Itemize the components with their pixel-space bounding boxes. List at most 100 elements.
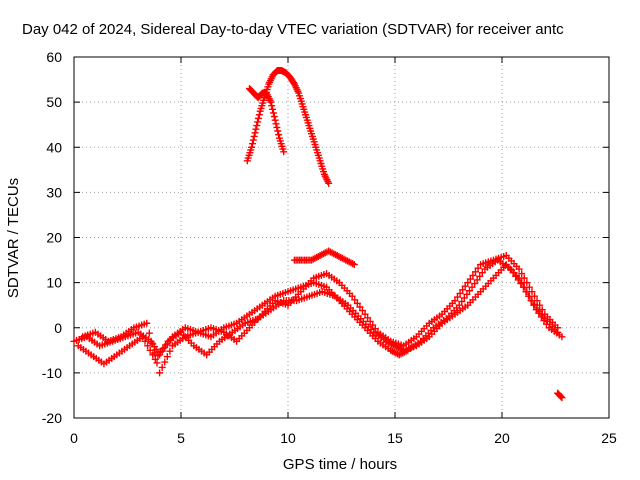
data-point	[350, 261, 358, 269]
data-point	[528, 288, 536, 296]
data-point	[371, 325, 379, 333]
data-point	[353, 299, 361, 307]
data-point	[272, 120, 280, 128]
data-point	[274, 127, 282, 135]
data-point	[280, 148, 288, 156]
y-tick-label: -10	[42, 365, 62, 381]
series-track-2	[74, 261, 562, 368]
data-point	[554, 324, 562, 332]
data-point	[253, 122, 261, 130]
data-point	[533, 297, 541, 305]
data-point	[151, 355, 159, 363]
data-point	[248, 143, 256, 151]
data-point	[459, 286, 467, 294]
data-point	[558, 394, 566, 402]
data-point	[453, 293, 461, 301]
y-tick-label: 20	[46, 230, 62, 246]
data-point	[531, 292, 539, 300]
data-point	[469, 271, 477, 279]
data-point	[273, 123, 281, 131]
data-point	[249, 136, 257, 144]
data-point	[464, 279, 472, 287]
data-point	[451, 297, 459, 305]
data-point	[145, 329, 153, 337]
data-point	[143, 319, 151, 327]
data-point	[348, 292, 356, 300]
data-point	[163, 353, 171, 361]
data-point	[478, 269, 486, 277]
x-tick-label: 5	[177, 430, 185, 446]
y-tick-label: 60	[46, 49, 62, 65]
y-tick-label: 10	[46, 275, 62, 291]
data-point	[271, 116, 279, 124]
data-point	[456, 289, 464, 297]
data-point	[250, 132, 258, 140]
data-point	[252, 125, 260, 133]
data-point	[474, 264, 482, 272]
x-tick-label: 20	[494, 430, 510, 446]
data-point	[358, 307, 366, 315]
data-point	[267, 98, 275, 106]
x-axis-ticks: 0 5 10 15 20 25	[70, 57, 617, 446]
data-point	[166, 347, 174, 355]
data-point	[531, 300, 539, 308]
y-axis-label: SDTVAR / TECUs	[5, 178, 22, 298]
data-point	[255, 111, 263, 119]
data-point	[275, 131, 283, 139]
data-point	[558, 333, 566, 341]
data-point	[146, 346, 154, 354]
y-tick-label: 50	[46, 94, 62, 110]
data-point	[144, 342, 152, 350]
data-point	[269, 105, 277, 113]
x-tick-label: 0	[70, 430, 78, 446]
x-tick-label: 25	[601, 430, 617, 446]
x-tick-label: 10	[280, 430, 296, 446]
data-point	[460, 294, 468, 302]
data-point	[523, 279, 531, 287]
data-point	[463, 290, 471, 298]
data-point	[471, 268, 479, 276]
y-axis-ticks: -20 -10 0 10 20 30 40 50 60	[42, 49, 609, 426]
data-point	[248, 140, 256, 148]
data-point	[251, 129, 259, 137]
series-track-3	[79, 252, 562, 377]
plot-frame	[73, 56, 610, 419]
data-point	[361, 310, 369, 318]
y-tick-label: 0	[54, 320, 62, 336]
data-point	[458, 298, 466, 306]
data-point	[150, 349, 158, 357]
data-point	[520, 274, 528, 282]
data-point	[525, 283, 533, 291]
data-point	[268, 102, 276, 110]
x-axis-label: GPS time / hours	[283, 456, 397, 473]
data-point	[158, 363, 166, 371]
y-tick-label: 40	[46, 139, 62, 155]
data-point	[356, 303, 364, 311]
data-point	[161, 358, 169, 366]
data-point	[162, 341, 170, 349]
data-point	[515, 265, 523, 273]
data-point	[351, 296, 359, 304]
data-point	[369, 321, 377, 329]
data-point	[518, 270, 526, 278]
data-point	[254, 118, 262, 126]
series-mid-segment	[290, 247, 358, 269]
x-tick-label: 15	[387, 430, 403, 446]
data-point	[269, 109, 277, 117]
y-tick-label: 30	[46, 184, 62, 200]
series-upper-arc-2	[245, 85, 288, 156]
data-point	[153, 359, 161, 367]
data-point	[536, 301, 544, 309]
series-upper-arc-1	[243, 67, 333, 187]
data-point	[455, 301, 463, 309]
data-point	[270, 113, 278, 121]
data-point	[148, 339, 156, 347]
data-point	[468, 283, 476, 291]
data-point	[538, 306, 546, 314]
grid	[74, 57, 609, 418]
data-point	[471, 280, 479, 288]
data-point	[156, 369, 164, 377]
data-point	[476, 272, 484, 280]
